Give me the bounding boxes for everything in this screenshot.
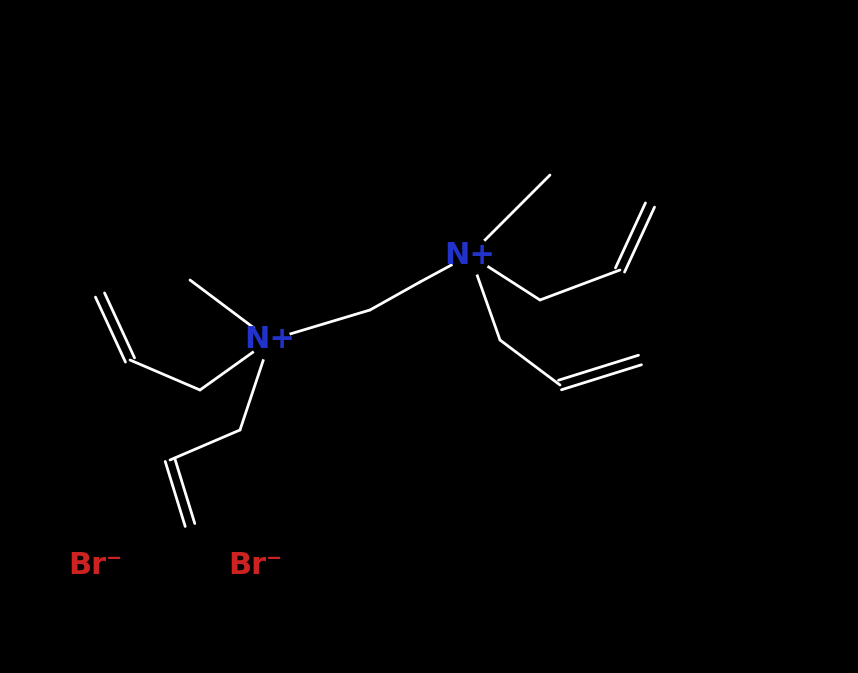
Text: Br⁻: Br⁻ bbox=[68, 551, 122, 579]
Text: Br⁻: Br⁻ bbox=[228, 551, 282, 579]
Text: N+: N+ bbox=[245, 326, 295, 355]
Text: N+: N+ bbox=[444, 240, 496, 269]
